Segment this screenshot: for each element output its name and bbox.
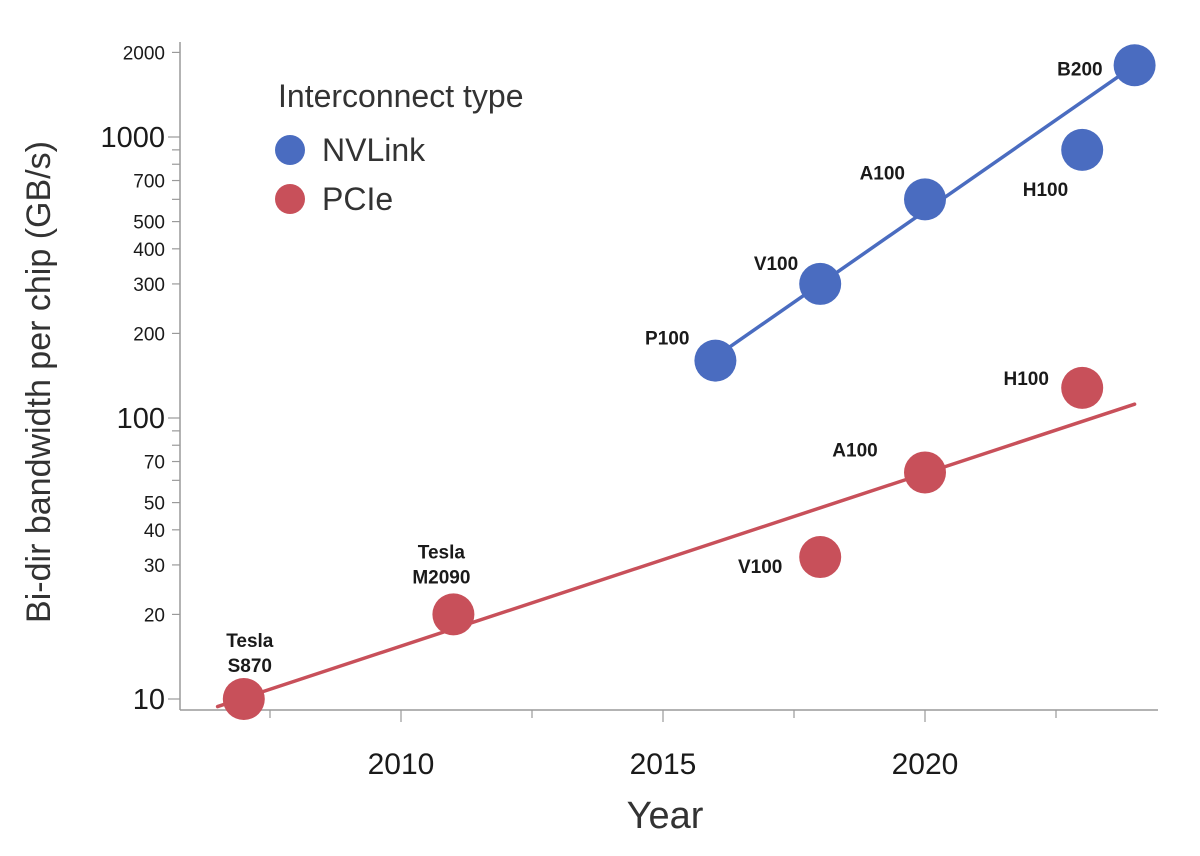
point-label-pcie-2020: A100: [832, 440, 877, 461]
y-axis-title: Bi-dir bandwidth per chip (GB/s): [20, 141, 58, 623]
point-label-pcie-2007-line0: Tesla: [226, 631, 274, 652]
point-label-nvlink-2016: P100: [645, 329, 689, 350]
legend-marker-pcie: [275, 184, 305, 214]
x-tick-label-2020: 2020: [892, 748, 959, 781]
trend-line-pcie: [215, 402, 1137, 709]
y-tick-label-700: 700: [133, 172, 165, 193]
x-axis-title: Year: [627, 795, 704, 837]
legend-title: Interconnect type: [278, 78, 523, 114]
point-label-pcie-2023: H100: [1003, 369, 1048, 390]
point-label-nvlink-2023: H100: [1023, 180, 1068, 201]
legend-marker-nvlink: [275, 135, 305, 165]
y-tick-label-2000: 2000: [123, 43, 165, 64]
point-labels: P100 V100 A100 H100 B200 Tesla S870 Tesla M2090 V…: [226, 59, 1102, 677]
y-tick-label-10: 10: [133, 684, 165, 716]
point-label-pcie-2018: V100: [738, 557, 782, 578]
point-nvlink-2020: [904, 178, 946, 221]
point-nvlink-2016: [694, 339, 737, 382]
y-tick-label-1000: 1000: [100, 122, 165, 154]
point-label-nvlink-2024: B200: [1057, 59, 1102, 80]
y-tick-label-200: 200: [133, 324, 165, 345]
axes: 10 20 30 40 50 70 100 200 300 400 500 700 1000 2000 20…: [100, 42, 1158, 781]
y-tick-label-20: 20: [144, 605, 165, 626]
x-tick-label-2010: 2010: [368, 748, 435, 781]
point-label-pcie-2011-line1: M2090: [412, 567, 470, 588]
point-nvlink-2023: [1061, 128, 1104, 171]
y-tick-label-300: 300: [133, 275, 165, 296]
point-pcie-2020: [904, 451, 946, 494]
point-label-pcie-2011-line0: Tesla: [418, 542, 466, 563]
y-tick-label-100: 100: [117, 403, 165, 435]
point-pcie-2011: [432, 593, 475, 636]
y-tick-label-70: 70: [144, 453, 165, 474]
point-label-nvlink-2020: A100: [860, 163, 905, 184]
point-pcie-2023: [1061, 366, 1104, 409]
point-label-pcie-2007-line1: S870: [228, 656, 272, 677]
legend-label-pcie: PCIe: [322, 181, 393, 217]
legend: Interconnect type NVLink PCIe: [275, 78, 523, 217]
x-tick-label-2015: 2015: [630, 748, 697, 781]
y-tick-label-40: 40: [144, 521, 165, 542]
point-pcie-2007: [222, 678, 265, 720]
legend-label-nvlink: NVLink: [322, 132, 426, 168]
y-tick-label-30: 30: [144, 556, 165, 577]
point-pcie-2018: [799, 536, 842, 579]
point-label-nvlink-2018: V100: [754, 254, 798, 275]
y-tick-label-50: 50: [144, 494, 165, 515]
point-nvlink-2018: [799, 262, 842, 305]
y-tick-label-500: 500: [133, 213, 165, 234]
data-points: [222, 44, 1156, 720]
point-nvlink-2024: [1113, 44, 1156, 87]
y-tick-label-400: 400: [133, 240, 165, 261]
